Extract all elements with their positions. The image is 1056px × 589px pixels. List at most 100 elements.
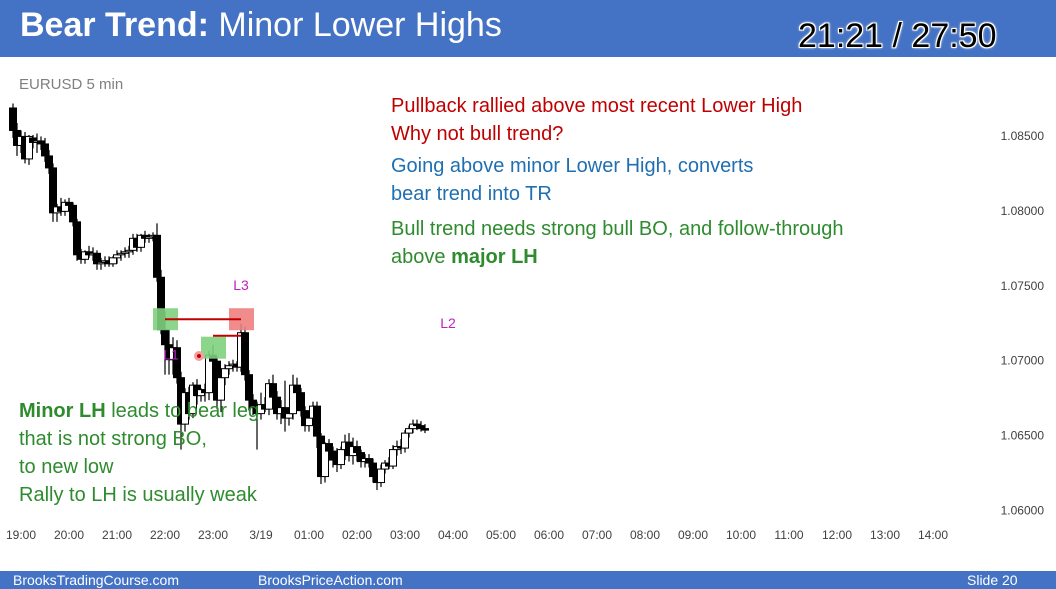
x-tick-label: 10:00: [726, 528, 756, 542]
x-tick-label: 21:00: [102, 528, 132, 542]
candle-body: [353, 446, 361, 454]
x-tick-label: 12:00: [822, 528, 852, 542]
x-tick-label: 03:00: [390, 528, 420, 542]
footer-slide-number: Slide 20: [967, 572, 1018, 588]
pointer-dot-center: [197, 353, 201, 358]
candle-body: [389, 449, 397, 467]
note-bull-trend-line2: above major LH: [391, 243, 844, 271]
footer-left-link[interactable]: BrooksTradingCourse.com: [13, 572, 179, 588]
y-axis: 1.08500 1.08000 1.07500 1.07000 1.06500 1.060…: [1001, 129, 1045, 518]
candle: [421, 424, 429, 434]
x-axis: 19:00 20:00 21:00 22:00 23:00 3/19 01:00 02:00 0…: [6, 528, 948, 542]
candle-body: [109, 257, 117, 265]
x-tick-label: 11:00: [774, 528, 803, 542]
note-left-bold: Minor LH: [19, 400, 106, 422]
note-left-line3: to new low: [19, 456, 114, 478]
x-tick-label: 02:00: [342, 528, 372, 542]
y-tick-label: 1.07500: [1001, 279, 1045, 293]
note-minor-lh-line2: bear trend into TR: [391, 183, 552, 205]
y-tick-label: 1.06500: [1001, 429, 1045, 443]
x-tick-label: 20:00: [54, 528, 84, 542]
annotation-label-l2: L2: [440, 315, 456, 331]
x-tick-label: 3/19: [249, 528, 273, 542]
candle-body: [405, 428, 413, 434]
candle: [241, 326, 249, 381]
candle-body: [369, 462, 377, 478]
candle-body: [153, 234, 161, 278]
video-timer: 21:21 / 27:50: [798, 17, 997, 55]
x-tick-label: 08:00: [630, 528, 660, 542]
x-tick-label: 04:00: [438, 528, 468, 542]
symbol-label: EURUSD 5 min: [19, 76, 124, 93]
candle-body: [269, 383, 277, 398]
candle-body: [285, 413, 293, 419]
x-tick-label: 09:00: [678, 528, 708, 542]
candle-body: [305, 417, 313, 427]
annotation-label-l1: L1: [163, 347, 179, 363]
candle: [121, 247, 129, 258]
note-left-line2: that is not strong BO,: [19, 428, 207, 450]
candle-body: [329, 450, 337, 461]
highlight-box-l1: [201, 336, 226, 359]
note-left-line4: Rally to LH is usually weak: [19, 484, 257, 506]
x-tick-label: 01:00: [294, 528, 324, 542]
note-bull-trend-line2-bold: major LH: [451, 246, 538, 268]
note-minor-lh: Going above minor Lower High, converts b…: [391, 152, 753, 208]
annotation-label-l3: L3: [233, 277, 249, 293]
candles: [9, 103, 429, 491]
candle-body: [73, 221, 81, 256]
candle: [281, 380, 289, 432]
candle-body: [221, 368, 229, 379]
candle-body: [297, 392, 305, 412]
x-tick-label: 06:00: [534, 528, 564, 542]
candle: [93, 250, 101, 270]
note-left-line1: Minor LH leads to bear leg: [19, 397, 259, 425]
slide-title-bold: Bear Trend:: [20, 6, 209, 44]
candle: [61, 199, 69, 216]
x-tick-label: 07:00: [582, 528, 612, 542]
note-minor-lh-line1: Going above minor Lower High, converts: [391, 155, 754, 177]
y-tick-label: 1.08000: [1001, 204, 1045, 218]
candle: [289, 374, 297, 420]
x-tick-label: 23:00: [198, 528, 228, 542]
y-tick-label: 1.08500: [1001, 129, 1045, 143]
x-tick-label: 14:00: [918, 528, 948, 542]
candle-body: [161, 329, 169, 346]
footer-bar: BrooksTradingCourse.com BrooksPriceActio…: [0, 571, 1056, 589]
candle-body: [9, 107, 17, 131]
highlight-box-l3: [229, 308, 254, 331]
slide-title: Bear Trend: Minor Lower Highs: [20, 6, 502, 45]
candle-body: [241, 332, 249, 376]
x-tick-label: 13:00: [870, 528, 900, 542]
candle-body: [69, 204, 77, 223]
candle-body: [325, 443, 333, 452]
candle-body: [377, 468, 385, 484]
x-tick-label: 19:00: [6, 528, 36, 542]
candle-body: [45, 155, 53, 169]
note-left-rest: leads to bear leg: [105, 400, 260, 422]
footer-center-link[interactable]: BrooksPriceAction.com: [258, 572, 403, 588]
x-tick-label: 05:00: [486, 528, 516, 542]
note-left-block: Minor LH leads to bear leg that is not s…: [19, 397, 259, 509]
note-pullback-line2: Why not bull trend?: [391, 123, 564, 145]
slide-title-rest: Minor Lower Highs: [208, 6, 502, 44]
note-bull-trend: Bull trend needs strong bull BO, and fol…: [391, 215, 844, 271]
y-tick-label: 1.06000: [1001, 504, 1045, 518]
note-pullback-line1: Pullback rallied above most recent Lower…: [391, 95, 803, 117]
y-tick-label: 1.07000: [1001, 354, 1045, 368]
candle: [153, 223, 161, 282]
note-bull-trend-line1: Bull trend needs strong bull BO, and fol…: [391, 218, 844, 240]
title-bar: Bear Trend: Minor Lower Highs: [0, 0, 1056, 57]
candle-body: [337, 449, 345, 466]
note-bull-trend-line2-pre: above: [391, 246, 452, 268]
candle-body: [421, 428, 429, 431]
candle-body: [313, 405, 321, 437]
chart-annotations: L1 L2 L3: [153, 277, 456, 363]
candle-body: [41, 143, 49, 157]
x-tick-label: 22:00: [150, 528, 180, 542]
candle-body: [49, 167, 57, 214]
candle-body: [365, 458, 373, 464]
candle-body: [293, 384, 301, 394]
note-pullback: Pullback rallied above most recent Lower…: [391, 92, 802, 148]
